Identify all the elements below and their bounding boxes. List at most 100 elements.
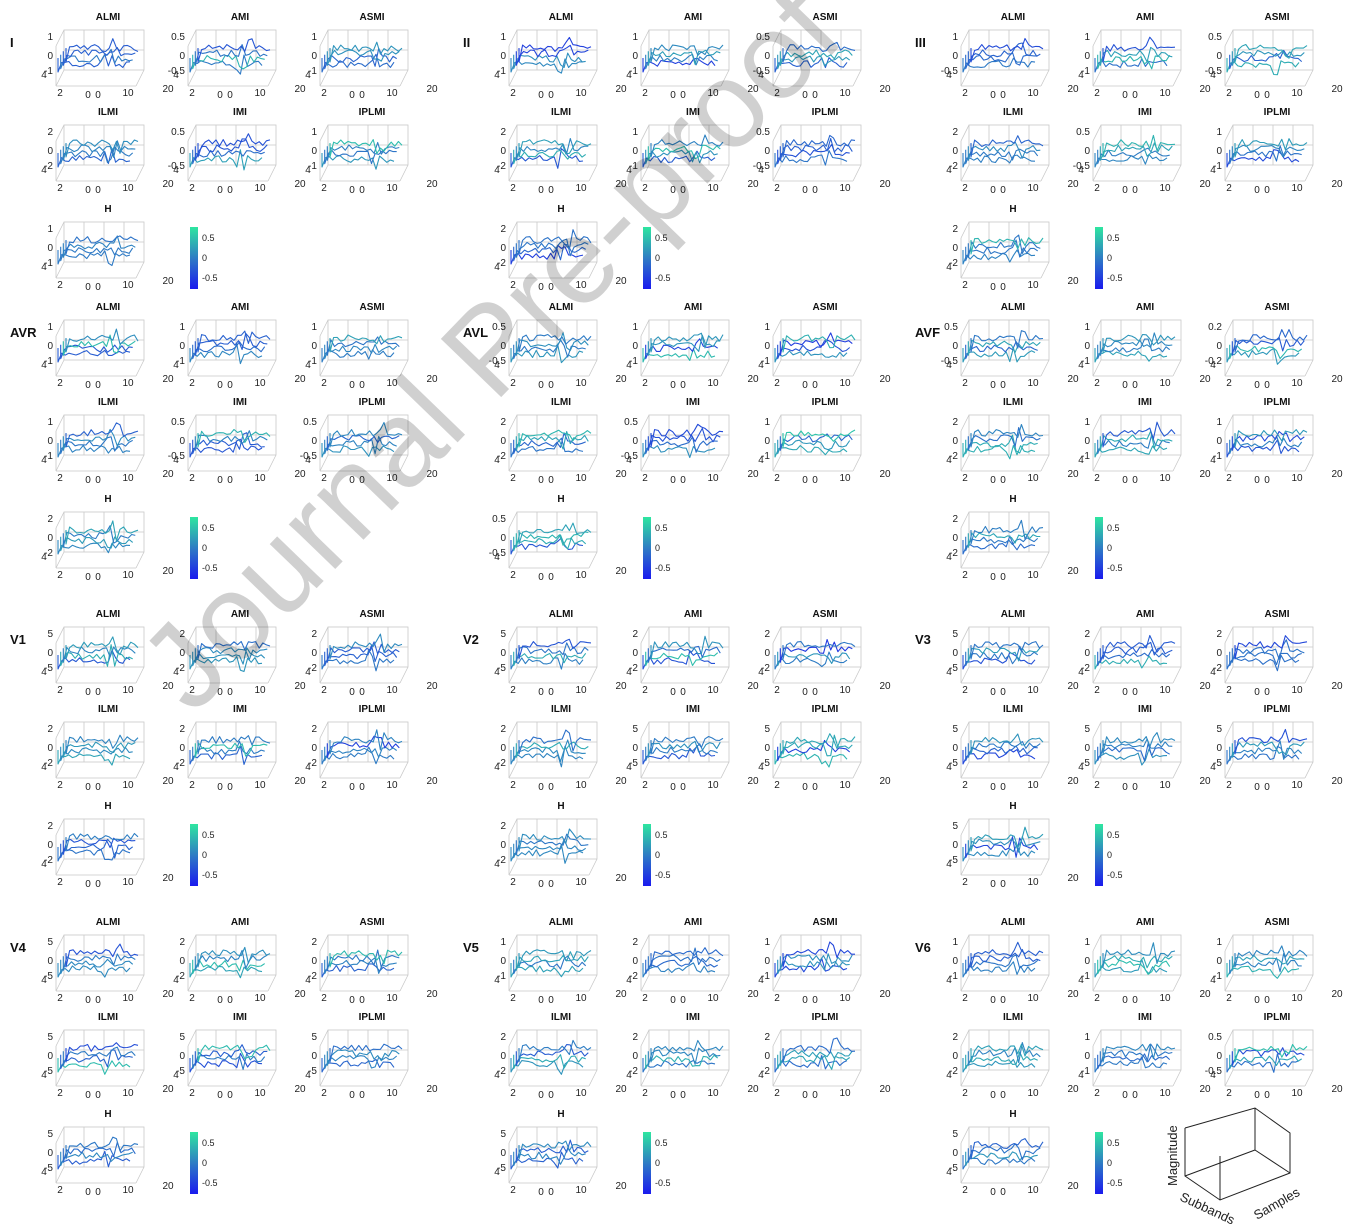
waveform-line (970, 135, 1044, 158)
waveform-traces (510, 638, 592, 670)
subplot-title: ILMI (551, 1012, 571, 1023)
y-tick-label: 2 (57, 877, 63, 888)
waveform-line (1102, 732, 1176, 755)
edge-left-bottom (772, 761, 782, 779)
x-tick-label: 20 (615, 276, 627, 287)
subplot-title: ALMI (549, 609, 574, 620)
z-tick-label: 0 (47, 51, 53, 62)
z-tick-label: 1 (47, 224, 53, 235)
edge-right-bottom (588, 1166, 598, 1184)
lead-label: V3 (915, 632, 931, 647)
waveform-traces (510, 137, 592, 169)
z-tick-label: 0 (311, 1051, 317, 1062)
x-tick-label: 10 (1027, 473, 1039, 484)
waveform-line (329, 139, 403, 158)
axes-box (55, 1029, 145, 1087)
axes-box (55, 414, 145, 472)
x-tick-label: 20 (162, 84, 174, 95)
waveform-line (321, 746, 395, 765)
y-tick-label: 4 (305, 667, 311, 678)
edge-right-bottom (720, 454, 730, 472)
waveform-traces (642, 44, 724, 73)
edge-left-top (55, 124, 65, 142)
z-tick-label: 0 (1216, 956, 1222, 967)
y-tick-label: 2 (1094, 473, 1100, 484)
waveform-traces (962, 1138, 1044, 1170)
z-tick-label: -2 (176, 971, 185, 982)
edge-left-top (55, 818, 65, 836)
axes-box (960, 414, 1050, 472)
z-tick-label: 0.5 (1076, 127, 1090, 138)
y-tick-label: 4 (494, 70, 500, 81)
z-tick-label: 1 (1216, 127, 1222, 138)
y-tick-label: 4 (494, 455, 500, 466)
z-tick-label: 0 (952, 1148, 958, 1159)
x-tick-label: 20 (1199, 469, 1211, 480)
y-tick-label: 4 (1210, 975, 1216, 986)
y-tick-label: 4 (1210, 360, 1216, 371)
edge-left-bottom (960, 1166, 970, 1184)
z-tick-label: -0.5 (941, 356, 959, 367)
waveform-traces (189, 735, 271, 765)
subplot-title: ILMI (1003, 1012, 1023, 1023)
subplot-title: ALMI (96, 12, 121, 23)
waveform-line (194, 430, 268, 451)
x-tick-label: 0 (1132, 995, 1138, 1006)
x-tick-label: 20 (426, 776, 438, 787)
y-tick-label: 4 (1078, 455, 1084, 466)
x-tick-label: 10 (122, 280, 134, 291)
z-tick-label: 2 (311, 629, 317, 640)
x-tick-label: 0 (359, 782, 365, 793)
edge-right-bottom (852, 69, 862, 87)
x-tick-label: 0 (990, 185, 996, 196)
x-tick-label: 20 (879, 681, 891, 692)
edge-left-bottom (319, 666, 329, 684)
x-tick-label: 10 (254, 685, 266, 696)
x-tick-label: 0 (359, 995, 365, 1006)
waveform-line (62, 334, 136, 356)
lead-label: I (10, 35, 14, 50)
x-tick-label: 10 (122, 473, 134, 484)
edge-left-bottom (640, 666, 650, 684)
waveform-line (321, 153, 395, 170)
waveform-line (326, 336, 400, 356)
colorbar-tick-label: -0.5 (202, 870, 218, 880)
colorbar-tick-label: 0 (655, 850, 660, 860)
x-tick-label: 0 (1000, 1090, 1006, 1101)
z-tick-label: 5 (47, 629, 53, 640)
edge-right-bottom (1040, 69, 1050, 87)
x-tick-label: 10 (1027, 780, 1039, 791)
subplot-title: IPLMI (812, 704, 839, 715)
x-tick-label: 20 (426, 1084, 438, 1095)
x-tick-label: 0 (680, 380, 686, 391)
waveform-traces (510, 229, 592, 265)
waveform-traces (57, 832, 139, 862)
edge-right-bottom (135, 858, 145, 876)
z-tick-label: 0 (47, 648, 53, 659)
edge-right-bottom (1040, 858, 1050, 876)
waveform-line (189, 963, 263, 979)
z-tick-label: 0 (47, 436, 53, 447)
z-tick-label: 0 (311, 51, 317, 62)
waveform-line (965, 1051, 1038, 1070)
waveform-line (965, 1151, 1038, 1167)
z-tick-label: 2 (311, 937, 317, 948)
waveform-line (518, 36, 592, 63)
x-tick-label: 0 (548, 782, 554, 793)
x-tick-label: 0 (538, 475, 544, 486)
y-tick-label: 2 (510, 570, 516, 581)
waveform-line (189, 149, 263, 171)
axes-box (1092, 934, 1182, 992)
edge-right-bottom (135, 666, 145, 684)
x-tick-label: 0 (1132, 185, 1138, 196)
waveform-line (60, 958, 134, 975)
colorbar-tick-label: -0.5 (1107, 870, 1123, 880)
waveform-line (962, 535, 1036, 555)
waveform-line (967, 1143, 1041, 1163)
waveform-line (515, 137, 589, 161)
colorbar-tick-label: -0.5 (202, 1178, 218, 1188)
